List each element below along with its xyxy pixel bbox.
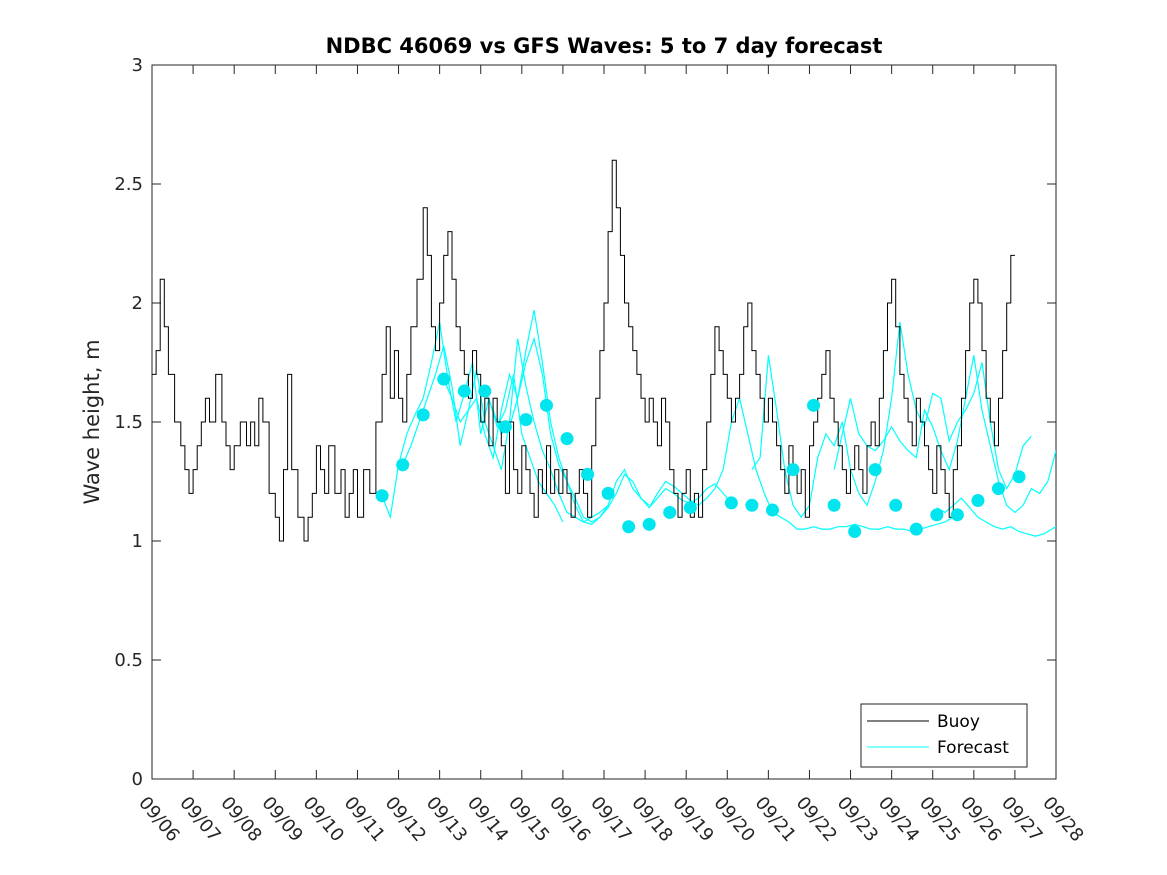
legend-box xyxy=(860,703,1028,768)
forecast-marker xyxy=(396,458,410,472)
y-tick-label: 0 xyxy=(132,769,143,790)
forecast-marker xyxy=(642,517,656,531)
forecast-marker xyxy=(539,398,553,412)
forecast-marker xyxy=(889,498,903,512)
forecast-marker xyxy=(930,508,944,522)
forecast-marker xyxy=(827,498,841,512)
x-tick-label: 09/14 xyxy=(463,793,512,846)
forecast-marker xyxy=(765,503,779,517)
forecast-marker xyxy=(457,384,471,398)
x-tick-label: 09/20 xyxy=(709,793,758,846)
forecast-marker xyxy=(848,524,862,538)
x-tick-label: 09/22 xyxy=(792,793,841,846)
forecast-marker xyxy=(601,486,615,500)
x-tick-label: 09/26 xyxy=(956,793,1005,846)
forecast-line-7 xyxy=(833,355,1056,514)
x-tick-label: 09/07 xyxy=(175,793,224,846)
x-tick-label: 09/24 xyxy=(874,793,923,846)
x-tick-label: 09/21 xyxy=(751,793,800,846)
x-tick-label: 09/25 xyxy=(915,793,964,846)
legend: Buoy Forecast xyxy=(860,703,1028,768)
forecast-line-3 xyxy=(443,309,650,523)
forecast-marker xyxy=(909,522,923,536)
forecast-marker xyxy=(786,463,800,477)
series-layer xyxy=(152,159,1056,542)
forecast-marker xyxy=(581,467,595,481)
buoy-line xyxy=(152,159,1015,542)
legend-forecast-label: Forecast xyxy=(937,738,1009,758)
plot-area xyxy=(151,64,1057,780)
forecast-marker xyxy=(807,398,821,412)
legend-buoy-label: Buoy xyxy=(937,712,980,732)
forecast-marker xyxy=(498,420,512,434)
y-axis: 0 0.5 1 1.5 2 2.5 3 xyxy=(114,55,1056,790)
forecast-line-6 xyxy=(751,321,1032,519)
x-tick-label: 09/13 xyxy=(422,793,471,846)
x-tick-label: 09/10 xyxy=(299,793,348,846)
forecast-marker xyxy=(1012,470,1026,484)
x-tick-label: 09/09 xyxy=(257,793,306,846)
forecast-marker xyxy=(560,432,574,446)
forecast-marker xyxy=(971,494,985,508)
forecast-marker xyxy=(663,505,677,519)
forecast-marker xyxy=(745,498,759,512)
x-tick-label: 09/23 xyxy=(833,793,882,846)
y-tick-label: 1 xyxy=(132,531,143,552)
forecast-marker xyxy=(478,384,492,398)
y-tick-label: 1.5 xyxy=(114,412,143,433)
forecast-marker xyxy=(416,408,430,422)
forecast-marker xyxy=(683,501,697,515)
forecast-line-5 xyxy=(648,396,954,533)
forecast-marker xyxy=(991,482,1005,496)
x-tick-label: 09/17 xyxy=(586,793,635,846)
forecast-line-8 xyxy=(936,497,1056,537)
forecast-marker xyxy=(519,413,533,427)
y-tick-label: 2.5 xyxy=(114,174,143,195)
forecast-marker xyxy=(375,489,389,503)
y-tick-label: 3 xyxy=(132,55,143,76)
x-tick-label: 09/15 xyxy=(504,793,553,846)
y-tick-label: 2 xyxy=(132,293,143,314)
x-tick-label: 09/12 xyxy=(381,793,430,846)
chart-title: NDBC 46069 vs GFS Waves: 5 to 7 day fore… xyxy=(326,34,883,58)
x-tick-label: 09/27 xyxy=(997,793,1046,846)
x-tick-label: 09/06 xyxy=(134,793,183,846)
forecast-marker xyxy=(724,496,738,510)
forecast-marker xyxy=(622,520,636,534)
x-tick-label: 09/28 xyxy=(1038,793,1087,846)
forecast-marker xyxy=(950,508,964,522)
x-tick-label: 09/08 xyxy=(216,793,265,846)
y-tick-label: 0.5 xyxy=(114,650,143,671)
x-tick-label: 09/16 xyxy=(545,793,594,846)
x-tick-label: 09/18 xyxy=(627,793,676,846)
x-tick-label: 09/19 xyxy=(668,793,717,846)
forecast-marker xyxy=(437,372,451,386)
forecast-marker xyxy=(868,463,882,477)
y-axis-label: Wave height, m xyxy=(80,339,104,504)
x-tick-label: 09/11 xyxy=(340,793,389,846)
